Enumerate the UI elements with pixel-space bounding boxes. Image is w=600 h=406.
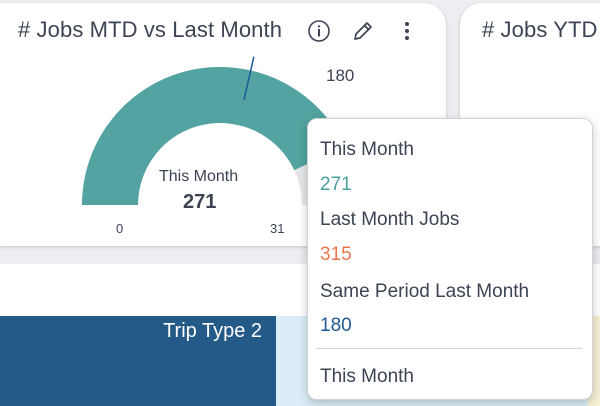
gauge-center-label: This Month bbox=[159, 168, 239, 185]
tooltip-label-last-month: Last Month Jobs bbox=[320, 209, 460, 230]
gauge-card-title: # Jobs MTD vs Last Month bbox=[18, 17, 283, 42]
trip-type-label: Trip Type 2 bbox=[163, 320, 262, 342]
tooltip-label-same-period: Same Period Last Month bbox=[320, 281, 530, 302]
more-vertical-icon[interactable] bbox=[394, 18, 420, 44]
tooltip-value-same-period: 180 bbox=[320, 315, 352, 336]
gauge-chart bbox=[82, 56, 358, 205]
gauge-max-label: 31 bbox=[270, 221, 285, 236]
pencil-icon[interactable] bbox=[350, 18, 376, 44]
gauge-center-value: 271 bbox=[183, 191, 217, 213]
gauge-target-label: 180 bbox=[326, 66, 355, 85]
gauge-value-arc[interactable] bbox=[82, 66, 345, 205]
gauge-tooltip: This Month 271 Last Month Jobs 315 Same … bbox=[307, 118, 593, 400]
ytd-card-title: # Jobs YTD bbox=[482, 17, 598, 42]
trip-type-panel[interactable]: Trip Type 2 bbox=[0, 316, 276, 406]
info-icon[interactable] bbox=[306, 18, 332, 44]
tooltip-footer: This Month bbox=[320, 366, 414, 387]
tooltip-value-this-month: 271 bbox=[320, 174, 352, 195]
tooltip-divider bbox=[316, 348, 582, 349]
tooltip-value-last-month: 315 bbox=[320, 244, 352, 265]
gauge-target-marker bbox=[243, 56, 255, 100]
gauge-min-label: 0 bbox=[116, 221, 124, 236]
tooltip-label-this-month: This Month bbox=[320, 139, 414, 160]
